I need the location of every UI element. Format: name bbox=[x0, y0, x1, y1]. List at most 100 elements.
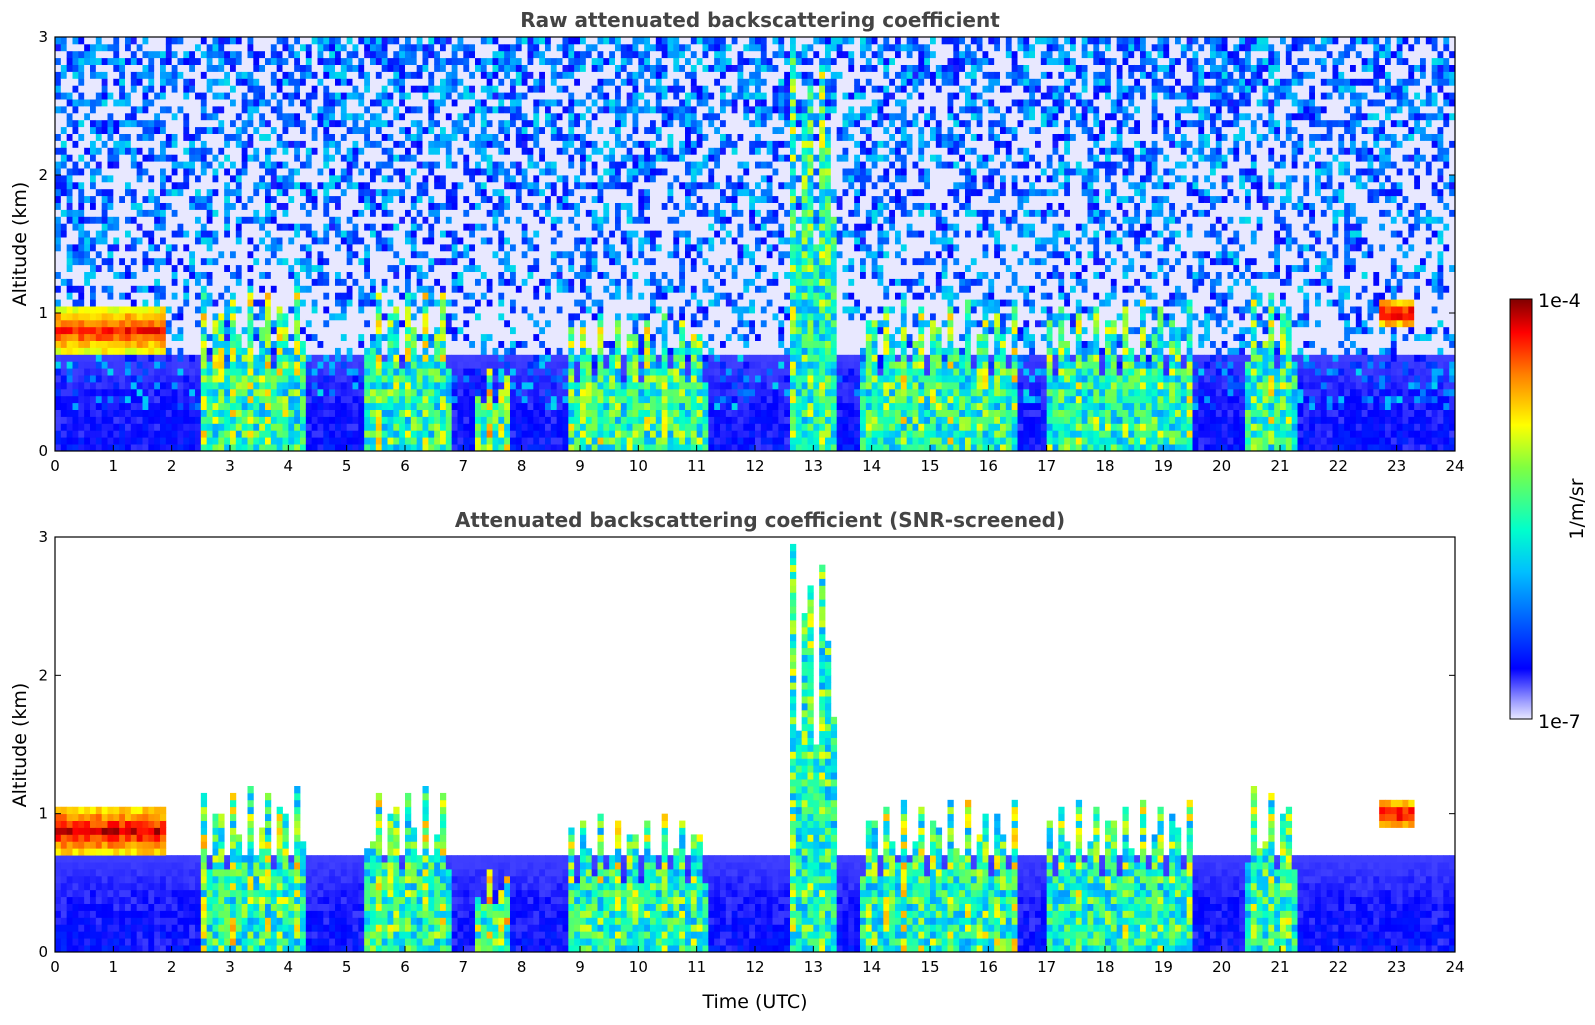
heatmap-cell bbox=[305, 361, 313, 369]
heatmap-cell bbox=[130, 140, 138, 148]
heatmap-cell bbox=[60, 37, 68, 45]
heatmap-cell bbox=[270, 285, 278, 293]
heatmap-cell bbox=[90, 257, 97, 266]
heatmap-cell bbox=[200, 133, 208, 141]
heatmap-cell bbox=[247, 71, 254, 79]
heatmap-cell bbox=[142, 195, 149, 203]
heatmap-cell bbox=[521, 216, 528, 224]
heatmap-cell bbox=[475, 71, 482, 79]
heatmap-cell bbox=[463, 271, 470, 279]
heatmap-cell bbox=[475, 133, 482, 141]
heatmap-cell bbox=[440, 85, 447, 93]
heatmap-cell bbox=[305, 285, 313, 293]
heatmap-cell bbox=[317, 140, 324, 148]
heatmap-cell bbox=[84, 319, 91, 328]
heatmap-cell bbox=[66, 147, 73, 155]
heatmap-cell bbox=[189, 340, 196, 348]
heatmap-cell bbox=[107, 119, 114, 128]
heatmap-cell bbox=[282, 347, 289, 355]
heatmap-cell bbox=[294, 133, 301, 141]
heatmap-cell bbox=[160, 37, 167, 45]
heatmap-cell bbox=[288, 209, 295, 217]
heatmap-cell bbox=[253, 37, 260, 45]
heatmap-cell bbox=[422, 133, 429, 141]
heatmap-cell bbox=[66, 154, 73, 162]
heatmap-cell bbox=[136, 161, 143, 169]
heatmap-cell bbox=[125, 71, 132, 79]
heatmap-cell bbox=[375, 395, 383, 404]
heatmap-cell bbox=[375, 292, 383, 300]
heatmap-cell bbox=[55, 388, 62, 397]
heatmap-cell bbox=[539, 423, 546, 431]
heatmap-cell bbox=[498, 388, 505, 397]
heatmap-cell bbox=[265, 354, 272, 362]
heatmap-cell bbox=[422, 306, 429, 314]
heatmap-cell bbox=[445, 57, 453, 65]
heatmap-cell bbox=[335, 161, 342, 169]
heatmap-cell bbox=[165, 216, 173, 224]
heatmap-cell bbox=[428, 375, 435, 383]
heatmap-cell bbox=[428, 319, 435, 328]
heatmap-cell bbox=[107, 437, 114, 445]
heatmap-cell bbox=[480, 430, 488, 438]
heatmap-cell bbox=[165, 430, 173, 438]
heatmap-cell bbox=[84, 237, 91, 245]
heatmap-cell bbox=[311, 147, 318, 155]
heatmap-cell bbox=[200, 168, 208, 176]
heatmap-cell bbox=[171, 195, 178, 203]
heatmap-cell bbox=[195, 244, 202, 252]
heatmap-cell bbox=[510, 126, 517, 134]
heatmap-cell bbox=[434, 285, 441, 293]
heatmap-cell bbox=[387, 85, 394, 93]
heatmap-cell bbox=[206, 209, 213, 217]
heatmap-cell bbox=[352, 71, 359, 79]
heatmap-cell bbox=[282, 313, 289, 321]
heatmap-cell bbox=[247, 106, 254, 114]
heatmap-cell bbox=[119, 278, 126, 286]
heatmap-cell bbox=[352, 326, 359, 335]
heatmap-cell bbox=[370, 188, 377, 197]
heatmap-cell bbox=[270, 244, 278, 252]
heatmap-cell bbox=[393, 92, 400, 100]
heatmap-cell bbox=[265, 126, 272, 134]
heatmap-cell bbox=[195, 285, 202, 293]
heatmap-cell bbox=[90, 37, 97, 45]
heatmap-cell bbox=[72, 340, 79, 348]
heatmap-cell bbox=[457, 375, 464, 383]
heatmap-cell bbox=[113, 423, 120, 431]
heatmap-cell bbox=[60, 326, 68, 335]
heatmap-cell bbox=[107, 264, 114, 272]
heatmap-cell bbox=[125, 168, 132, 176]
heatmap-cell bbox=[136, 99, 143, 107]
heatmap-cell bbox=[66, 264, 73, 272]
heatmap-cell bbox=[95, 154, 103, 162]
heatmap-cell bbox=[113, 85, 120, 93]
heatmap-cell bbox=[375, 112, 383, 121]
heatmap-cell bbox=[60, 313, 68, 321]
heatmap-cell bbox=[165, 64, 173, 72]
heatmap-cell bbox=[323, 257, 330, 266]
heatmap-cell bbox=[451, 299, 458, 307]
heatmap-cell bbox=[101, 230, 108, 238]
heatmap-cell bbox=[259, 299, 266, 307]
heatmap-cell bbox=[340, 257, 348, 266]
heatmap-cell bbox=[55, 257, 62, 266]
heatmap-cell bbox=[405, 402, 412, 410]
heatmap-cell bbox=[434, 326, 441, 335]
heatmap-cell bbox=[311, 78, 318, 86]
heatmap-cell bbox=[445, 92, 453, 100]
heatmap-cell bbox=[218, 237, 225, 245]
heatmap-cell bbox=[200, 402, 208, 410]
heatmap-cell bbox=[84, 195, 91, 203]
heatmap-cell bbox=[195, 402, 202, 410]
heatmap-cell bbox=[60, 382, 68, 390]
heatmap-cell bbox=[212, 230, 219, 238]
heatmap-cell bbox=[329, 382, 336, 390]
heatmap-cell bbox=[510, 444, 517, 452]
heatmap-cell bbox=[410, 347, 418, 355]
heatmap-cell bbox=[469, 99, 476, 107]
heatmap-cell bbox=[410, 382, 418, 390]
heatmap-cell bbox=[515, 223, 523, 231]
heatmap-cell bbox=[55, 313, 62, 321]
heatmap-cell bbox=[90, 181, 97, 190]
